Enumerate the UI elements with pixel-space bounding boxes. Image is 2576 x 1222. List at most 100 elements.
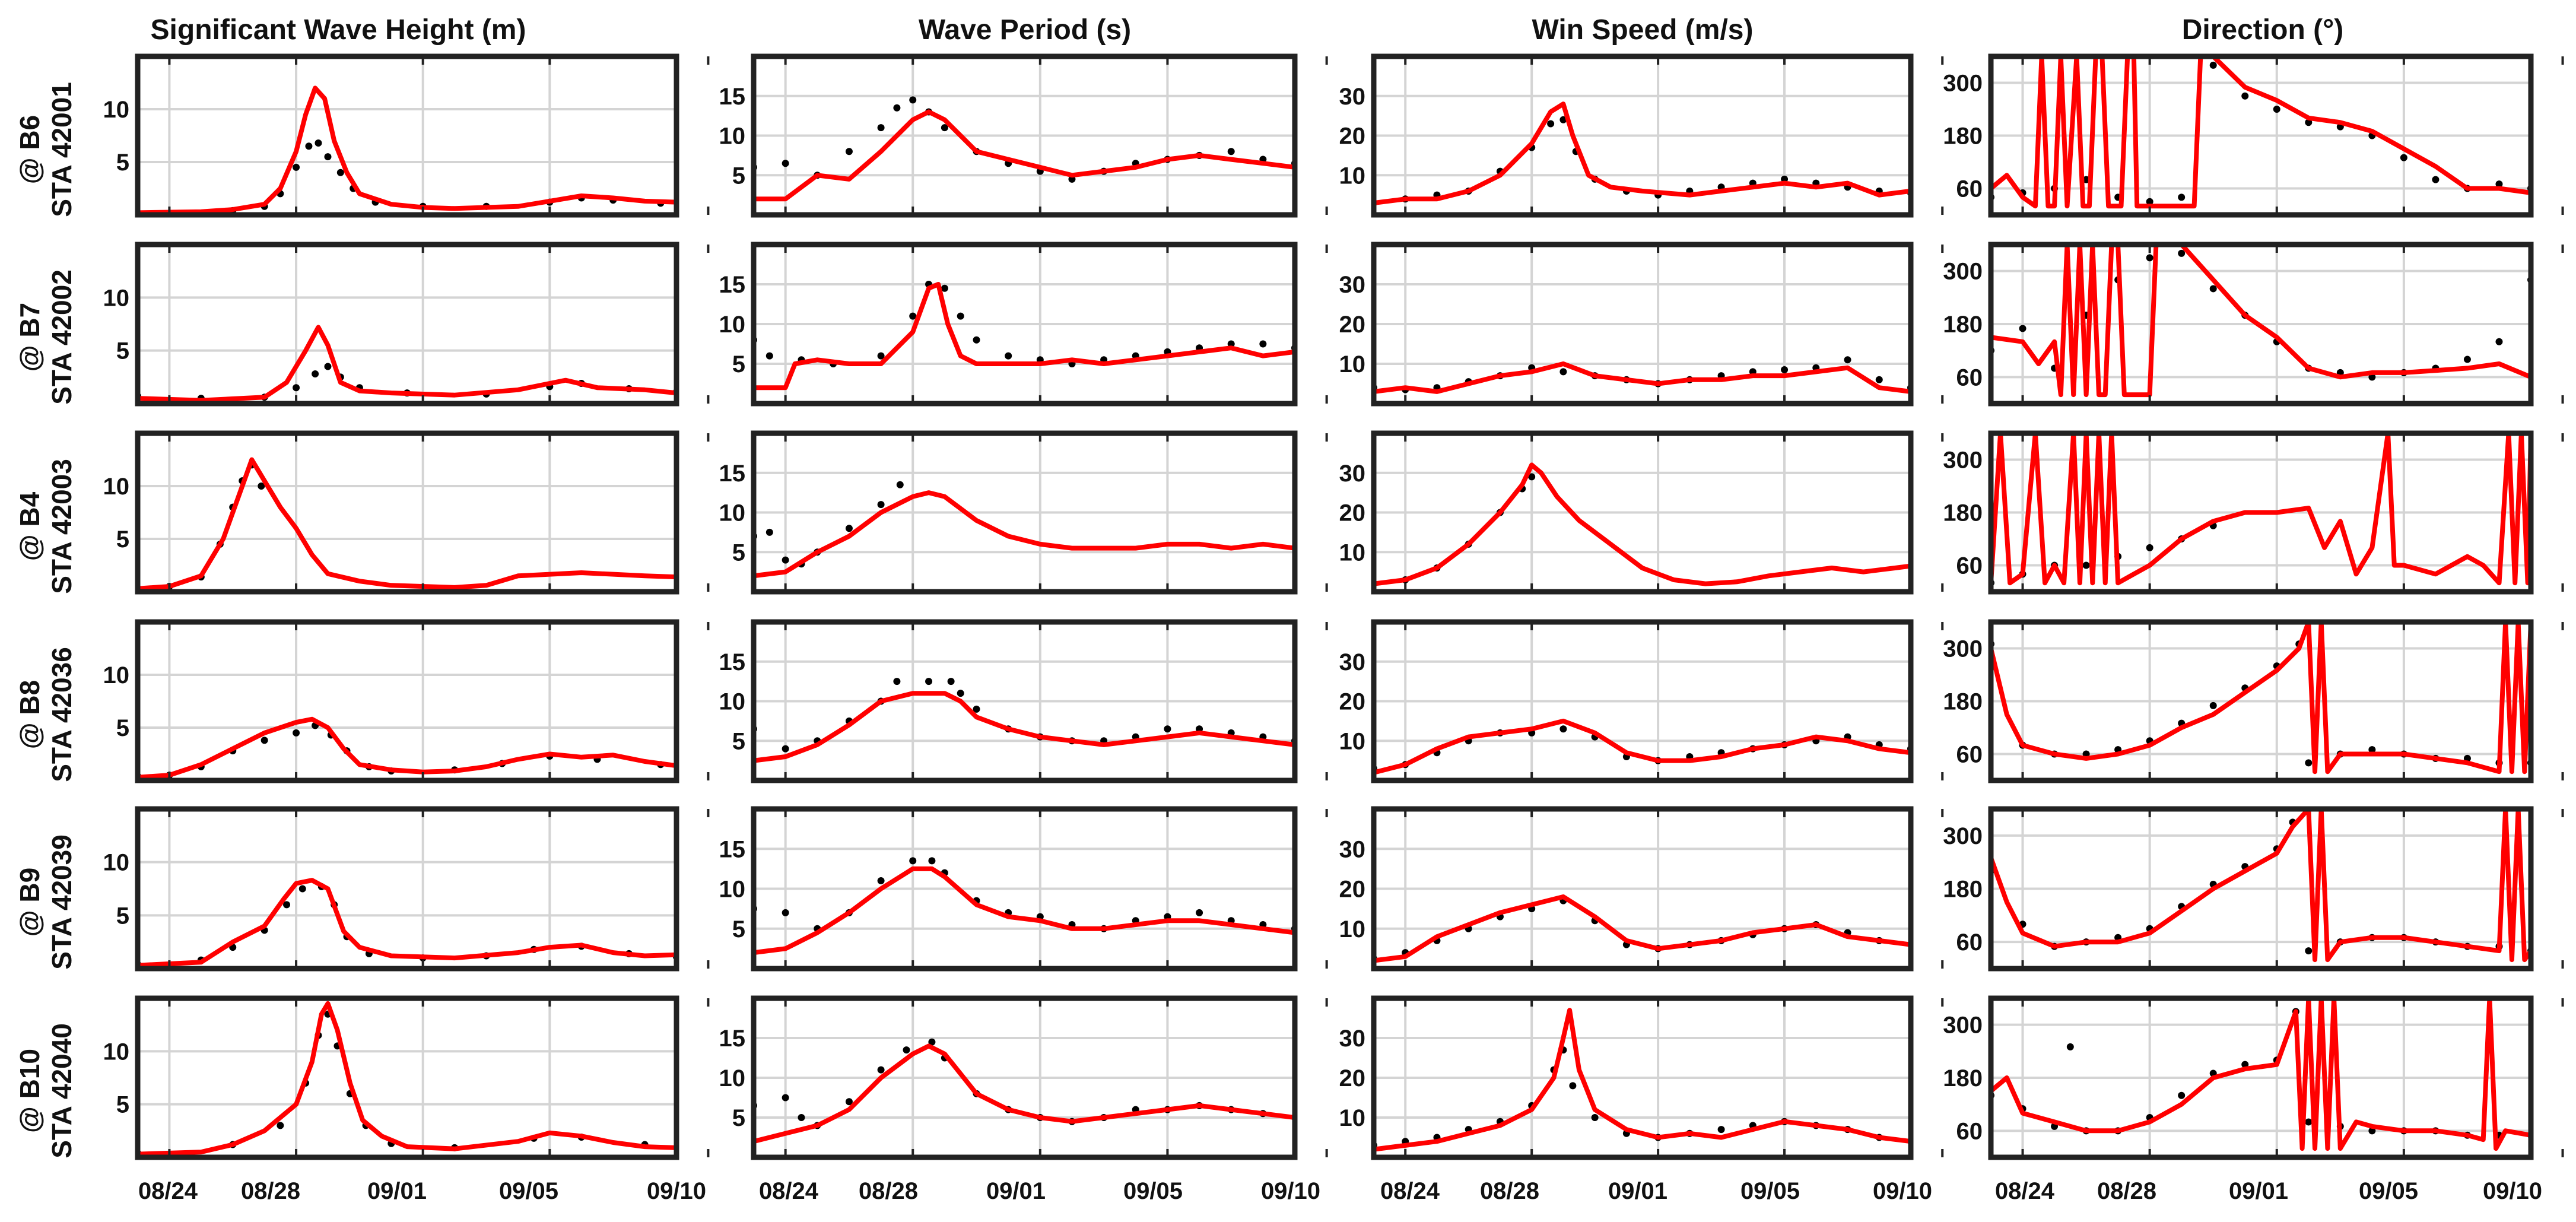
observed-point (947, 678, 955, 685)
series-layer (754, 678, 1295, 763)
model-series-line (138, 85, 676, 215)
panel-frame (135, 53, 679, 218)
panel-dir-row-3: 60 180 300 (1943, 619, 2564, 783)
y-tick-label: 300 (1943, 823, 1983, 849)
observed-point (2146, 544, 2153, 551)
observed-point (1781, 175, 1789, 183)
observed-point (957, 312, 964, 320)
model-series-line (1374, 718, 1911, 775)
observed-point (1591, 1114, 1599, 1121)
observed-point (293, 163, 300, 171)
observed-point (2400, 154, 2407, 161)
y-tick-label: 15 (719, 461, 746, 487)
x-tick-ws-4: 09/10 (1873, 1178, 1932, 1204)
panel-frame (751, 995, 1298, 1160)
x-tick-dir-0: 08/24 (1995, 1178, 2055, 1204)
column-title-tp: Wave Period (s) (919, 14, 1131, 46)
observed-point (896, 481, 904, 488)
observed-point (782, 909, 789, 916)
panel-dir-row-5: 60 180 300 (1943, 995, 2564, 1160)
panel-hs-row-5: 5 10 (103, 995, 710, 1160)
panel-tp-row-2: 5 10 15 (719, 430, 1328, 595)
observed-point (941, 124, 948, 132)
panel-frame (1988, 53, 2534, 218)
observed-point (893, 678, 901, 685)
observed-point (1569, 1082, 1577, 1090)
model-series-line (1374, 361, 1911, 394)
y-tick-label: 180 (1943, 689, 1983, 715)
model-series-line (138, 325, 676, 403)
panel-frame (1988, 430, 2534, 595)
panel-background (138, 433, 676, 592)
y-tick-label: 5 (116, 150, 129, 176)
observed-point (928, 857, 936, 865)
observed-point (2082, 561, 2090, 569)
model-series-line (754, 691, 1295, 763)
observed-point (1875, 376, 1883, 383)
row-labels: @ B6 STA 42001 @ B7 STA 42002 @ B4 STA 4… (14, 82, 77, 1158)
panel-frame (751, 806, 1298, 972)
y-tick-label: 20 (1339, 500, 1366, 526)
y-tick-label: 30 (1339, 1026, 1366, 1052)
observed-point (957, 690, 964, 697)
observed-point (1547, 120, 1555, 128)
y-tick-label: 180 (1943, 500, 1983, 526)
panel-tp-row-4: 5 10 15 (719, 806, 1328, 972)
row-label-b4-line1: @ B4 (14, 491, 45, 561)
observed-point (2066, 1043, 2074, 1050)
observed-point (877, 352, 885, 360)
x-tick-labels: 08/24 08/28 09/01 09/05 09/10 08/24 08/2… (138, 1178, 2542, 1204)
y-tick-label: 300 (1943, 71, 1983, 97)
y-tick-label: 60 (1956, 364, 1983, 391)
model-series-line (1991, 245, 2531, 398)
panel-frame (1988, 619, 2534, 783)
observed-point (877, 877, 885, 885)
x-tick-dir-1: 08/28 (2097, 1178, 2156, 1204)
y-tick-label: 30 (1339, 272, 1366, 298)
observed-point (877, 501, 885, 509)
observed-point (909, 312, 917, 320)
observed-point (928, 1038, 936, 1046)
observed-point (1844, 356, 1851, 364)
y-tick-label: 10 (103, 474, 130, 500)
y-tick-label: 5 (732, 728, 745, 754)
series-layer (1374, 1008, 1911, 1152)
panel-frame (1371, 242, 1914, 407)
panel-frame (751, 619, 1298, 783)
series-layer (1374, 462, 1911, 588)
y-tick-label: 10 (103, 285, 130, 311)
x-tick-ws-0: 08/24 (1380, 1178, 1440, 1204)
observed-point (877, 1066, 885, 1074)
y-tick-label: 20 (1339, 123, 1366, 150)
observed-point (1227, 148, 1235, 155)
model-series-line (754, 490, 1295, 579)
column-title-dir: Direction (°) (2182, 14, 2344, 46)
panel-ws-row-2: 10 20 30 (1339, 430, 1944, 595)
observed-point (305, 142, 313, 150)
model-series-line (1991, 56, 2531, 209)
y-tick-label: 15 (719, 1026, 746, 1052)
series-layer (1374, 718, 1911, 775)
panel-background (138, 809, 676, 969)
y-tick-label: 300 (1943, 259, 1983, 285)
y-tick-label: 20 (1339, 312, 1366, 338)
panel-hs-row-1: 5 10 (103, 242, 710, 407)
observed-point (973, 705, 980, 713)
panel-tp-row-5: 5 10 15 (719, 995, 1328, 1160)
panel-grid: 5 10 5 10 5 10 5 10 5 10 5 10 5 10 15 5 10 15 5 10 15 5 10 15 5 1… (103, 53, 2564, 1160)
y-tick-label: 5 (732, 916, 745, 942)
model-series-line (1374, 462, 1911, 586)
y-tick-label: 10 (1339, 163, 1366, 189)
row-label-b6-line1: @ B6 (14, 115, 45, 184)
model-series-line (1991, 998, 2531, 1151)
panel-hs-row-0: 5 10 (103, 53, 710, 218)
x-tick-hs-4: 09/10 (647, 1178, 706, 1204)
y-tick-label: 60 (1956, 1118, 1983, 1144)
panel-frame (135, 995, 679, 1160)
series-layer (754, 481, 1295, 579)
observed-point (1005, 352, 1012, 360)
y-tick-label: 5 (732, 539, 745, 566)
panel-background (138, 245, 676, 404)
observed-point (1559, 725, 1567, 733)
y-tick-label: 5 (116, 903, 129, 929)
